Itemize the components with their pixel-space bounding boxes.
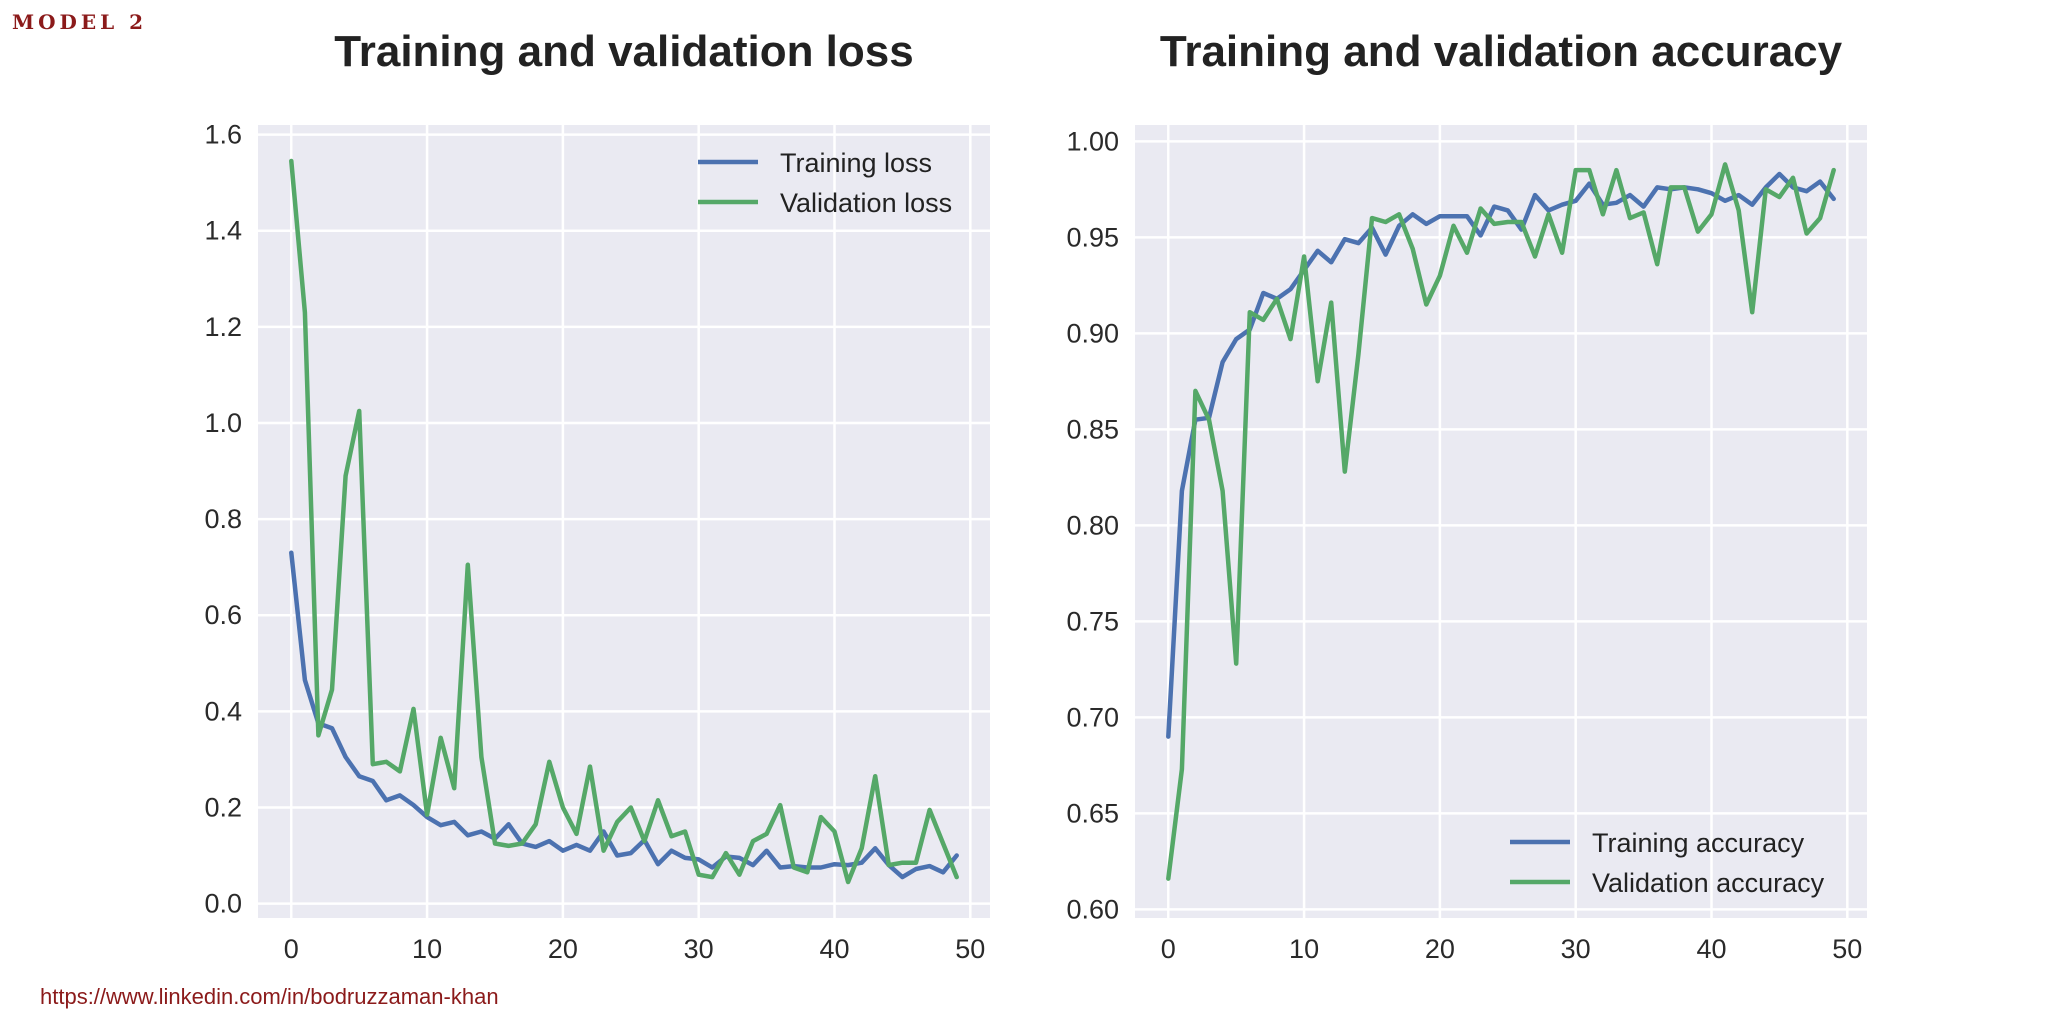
y-tick-label: 0.75 (1066, 606, 1119, 636)
plot-area (1135, 125, 1867, 918)
x-tick-label: 20 (1425, 934, 1455, 964)
legend: Training accuracy Validation accuracy (1510, 828, 1825, 898)
x-tick-label: 30 (684, 934, 714, 964)
legend-label: Validation accuracy (1592, 868, 1825, 898)
y-tick-label: 1.2 (204, 312, 242, 342)
x-tick-label: 50 (1832, 934, 1862, 964)
x-tick-label: 30 (1561, 934, 1591, 964)
y-tick-label: 0.70 (1066, 702, 1119, 732)
x-tick-label: 40 (819, 934, 849, 964)
legend: Training loss Validation loss (698, 148, 952, 218)
y-tick-label: 1.6 (204, 120, 242, 150)
series-line-training-accuracy (1166, 171, 1836, 739)
legend-label: Training loss (780, 148, 932, 178)
x-tick-label: 0 (284, 934, 299, 964)
x-tick-label: 20 (548, 934, 578, 964)
y-tick-label: 0.0 (204, 889, 242, 919)
y-tick-label: 0.90 (1066, 318, 1119, 348)
x-tick-label: 40 (1696, 934, 1726, 964)
y-tick-label: 0.8 (204, 504, 242, 534)
linkedin-link[interactable]: https://www.linkedin.com/in/bodruzzaman-… (40, 984, 499, 1009)
y-tick-label: 0.60 (1066, 894, 1119, 924)
y-tick-label: 1.0 (204, 408, 242, 438)
legend-label: Training accuracy (1592, 828, 1805, 858)
chart-1: Training and validation loss 0 10 20 30 40 50 0… (204, 27, 990, 964)
chart-2: Training and validation accuracy 0 10 20 30 4… (1066, 27, 1867, 964)
y-tick-label: 0.95 (1066, 222, 1119, 252)
series-line-validation-accuracy (1166, 162, 1836, 881)
x-tick-label: 10 (1289, 934, 1319, 964)
plot-area (258, 125, 990, 918)
y-tick-label: 0.6 (204, 600, 242, 630)
series-line-validation-loss (289, 158, 959, 885)
chart-title: Training and validation accuracy (1160, 27, 1843, 76)
y-tick-label: 0.2 (204, 792, 242, 822)
y-tick-label: 1.00 (1066, 126, 1119, 156)
chart-title: Training and validation loss (334, 27, 913, 76)
x-tick-label: 0 (1161, 934, 1176, 964)
y-tick-label: 0.65 (1066, 798, 1119, 828)
y-tick-label: 0.80 (1066, 510, 1119, 540)
y-tick-label: 1.4 (204, 216, 242, 246)
y-tick-label: 0.85 (1066, 414, 1119, 444)
x-tick-label: 10 (412, 934, 442, 964)
legend-label: Validation loss (780, 188, 952, 218)
y-tick-label: 0.4 (204, 696, 242, 726)
x-tick-label: 50 (955, 934, 985, 964)
model-label: MODEL 2 (12, 10, 148, 34)
